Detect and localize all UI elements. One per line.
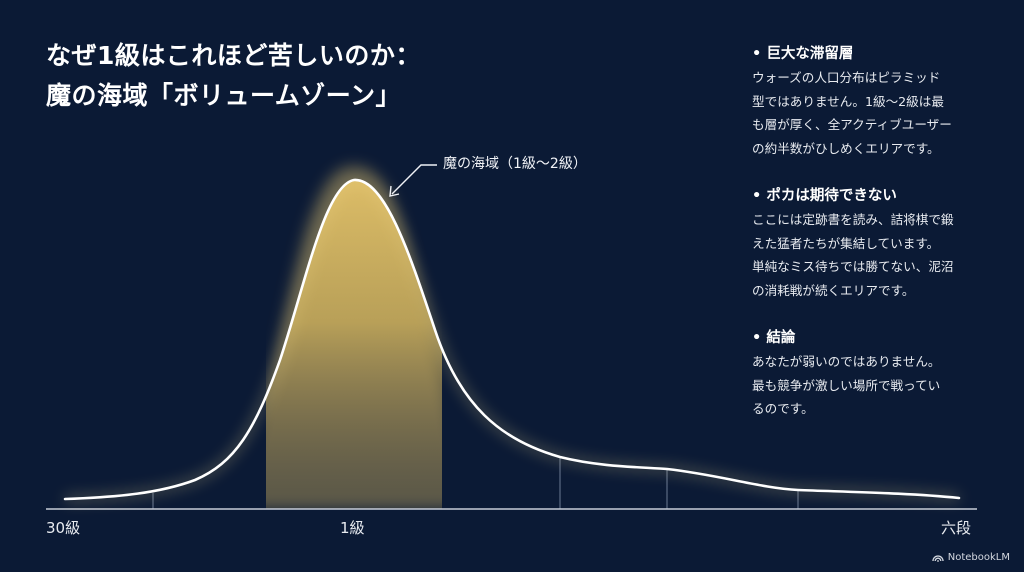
brand-watermark: NotebookLM: [932, 552, 1010, 563]
x-tick-30kyu: 30級: [46, 519, 81, 537]
highlight-band: [266, 179, 442, 509]
page-title: なぜ1級はこれほど苦しいのか： 魔の海域「ボリュームゾーン」: [46, 36, 421, 116]
point-body: ウォーズの人口分布はピラミッド 型ではありません。1級〜2級は最 も層が厚く、全…: [752, 70, 952, 156]
point-heading: • 結論: [752, 330, 796, 346]
title-line-1: なぜ1級はこれほど苦しいのか：: [46, 41, 421, 70]
point-conclusion: • 結論 あなたが弱いのではありません。 最も競争が激しい場所で戦ってい るので…: [752, 326, 1012, 421]
x-tick-6dan: 六段: [941, 519, 972, 537]
point-heading: • ポカは期待できない: [752, 188, 897, 204]
distribution-curve: [63, 178, 961, 501]
arrow-icon: [389, 164, 437, 197]
point-stagnant-layer: • 巨大な滞留層 ウォーズの人口分布はピラミッド 型ではありません。1級〜2級は…: [752, 42, 1012, 160]
point-body: あなたが弱いのではありません。 最も競争が激しい場所で戦ってい るのです。: [752, 354, 941, 416]
brand-label: NotebookLM: [947, 552, 1010, 563]
point-body: ここには定跡書を読み、詰将棋で鍛 えた猛者たちが集結しています。 単純なミス待ち…: [752, 212, 954, 298]
x-tick-1kyu: 1級: [340, 519, 365, 537]
point-heading: • 巨大な滞留層: [752, 46, 854, 62]
gridlines: [152, 457, 799, 509]
title-line-2: 魔の海域「ボリュームゾーン」: [46, 81, 402, 110]
point-no-blunders: • ポカは期待できない ここには定跡書を読み、詰将棋で鍛 えた猛者たちが集結して…: [752, 184, 1012, 302]
notebooklm-logo-icon: [932, 555, 944, 562]
explanation-panel: • 巨大な滞留層 ウォーズの人口分布はピラミッド 型ではありません。1級〜2級は…: [752, 42, 1012, 445]
annotation-label: 魔の海域（1級〜2級）: [443, 156, 587, 172]
